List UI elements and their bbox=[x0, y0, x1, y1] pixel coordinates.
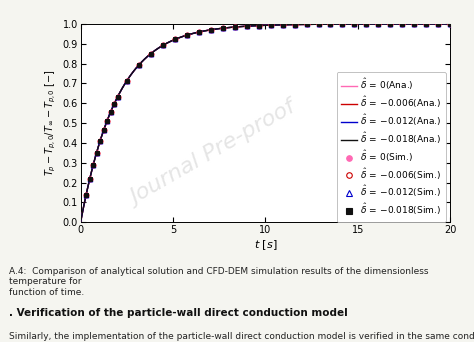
X-axis label: $t$ $[s]$: $t$ $[s]$ bbox=[254, 238, 277, 252]
Text: Similarly, the implementation of the particle-wall direct conduction model is ve: Similarly, the implementation of the par… bbox=[9, 332, 474, 341]
Text: . Verification of the particle-wall direct conduction model: . Verification of the particle-wall dire… bbox=[9, 308, 348, 318]
Text: Journal Pre-proof: Journal Pre-proof bbox=[128, 98, 299, 209]
Y-axis label: $T_p - T_{p,0}/T_\infty - T_{p,0}$ $[-]$: $T_p - T_{p,0}/T_\infty - T_{p,0}$ $[-]$ bbox=[44, 70, 58, 176]
Text: A.4:  Comparison of analytical solution and CFD-DEM simulation results of the di: A.4: Comparison of analytical solution a… bbox=[9, 267, 429, 297]
Legend: $\hat{\delta}$$\,=\,$$0$(Ana.), $\hat{\delta}$$\,=\,$$-0.006$(Ana.), $\hat{\delt: $\hat{\delta}$$\,=\,$$0$(Ana.), $\hat{\d… bbox=[337, 72, 446, 222]
